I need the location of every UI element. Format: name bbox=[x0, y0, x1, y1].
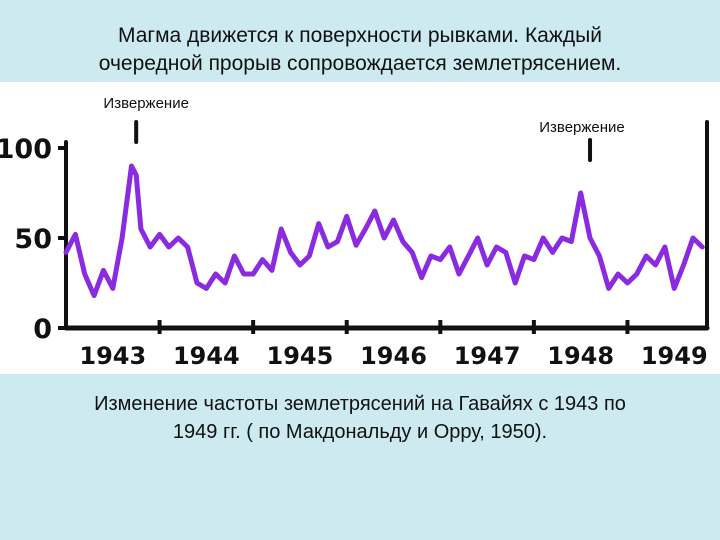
slide-title: Магма движется к поверхности рывками. Ка… bbox=[20, 22, 700, 78]
caption-line-2: 1949 гг. ( по Макдональду и Орру, 1950). bbox=[172, 421, 548, 443]
y-tick-label-50: 50 bbox=[14, 224, 52, 255]
annotation-label-2: Извержение bbox=[539, 119, 625, 136]
x-tick-label-1949: 1949 bbox=[641, 342, 708, 370]
title-line-1: Магма движется к поверхности рывками. Ка… bbox=[118, 24, 602, 47]
earthquake-frequency-chart: 100 50 0 1943 1944 1945 1946 1947 1948 1949 Изве… bbox=[0, 95, 710, 370]
x-tick-label-1945: 1945 bbox=[267, 342, 334, 370]
y-tick-label-100: 100 bbox=[0, 134, 52, 165]
figure-caption: Изменение частоты землетрясений на Гавай… bbox=[20, 390, 700, 446]
series-line bbox=[63, 163, 705, 299]
x-tick-label-1944: 1944 bbox=[173, 342, 240, 370]
y-tick-label-0: 0 bbox=[33, 314, 52, 345]
annotation-label-1: Извержение bbox=[103, 95, 189, 112]
title-line-2: очередной прорыв сопровождается землетря… bbox=[98, 52, 622, 75]
x-tick-label-1943: 1943 bbox=[79, 342, 146, 370]
caption-line-1: Изменение частоты землетрясений на Гавай… bbox=[94, 393, 626, 415]
x-tick-label-1947: 1947 bbox=[454, 342, 521, 370]
x-tick-label-1946: 1946 bbox=[360, 342, 427, 370]
x-tick-label-1948: 1948 bbox=[547, 342, 614, 370]
figure-panel: 100 50 0 1943 1944 1945 1946 1947 1948 1949 Изве… bbox=[0, 82, 720, 374]
